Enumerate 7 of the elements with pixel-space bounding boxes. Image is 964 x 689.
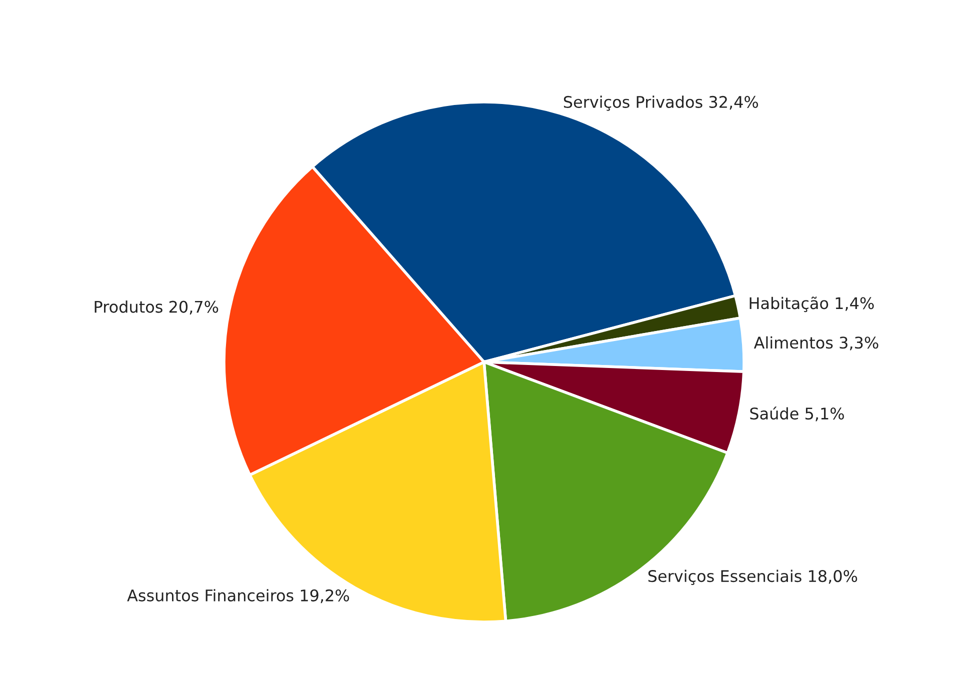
slice-label: Saúde 5,1% <box>750 406 844 422</box>
slice-label: Serviços Essenciais 18,0% <box>648 570 858 585</box>
slice-label: Produtos 20,7% <box>94 300 218 314</box>
slice-label: Habitação 1,4% <box>750 296 874 312</box>
slice-label: Assuntos Financeiros 19,2% <box>127 589 350 604</box>
slice-label: Alimentos 3,3% <box>754 336 878 350</box>
slice-label: Serviços Privados 32,4% <box>564 96 758 111</box>
